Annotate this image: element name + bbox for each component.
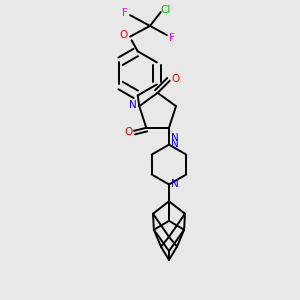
Text: O: O (171, 74, 179, 84)
Text: O: O (119, 30, 128, 40)
Text: F: F (122, 8, 128, 18)
Text: F: F (169, 32, 175, 43)
Text: Cl: Cl (160, 5, 171, 15)
Text: N: N (171, 134, 178, 143)
Text: N: N (129, 100, 136, 110)
Text: N: N (171, 139, 178, 149)
Text: O: O (124, 127, 133, 137)
Text: N: N (171, 178, 178, 188)
